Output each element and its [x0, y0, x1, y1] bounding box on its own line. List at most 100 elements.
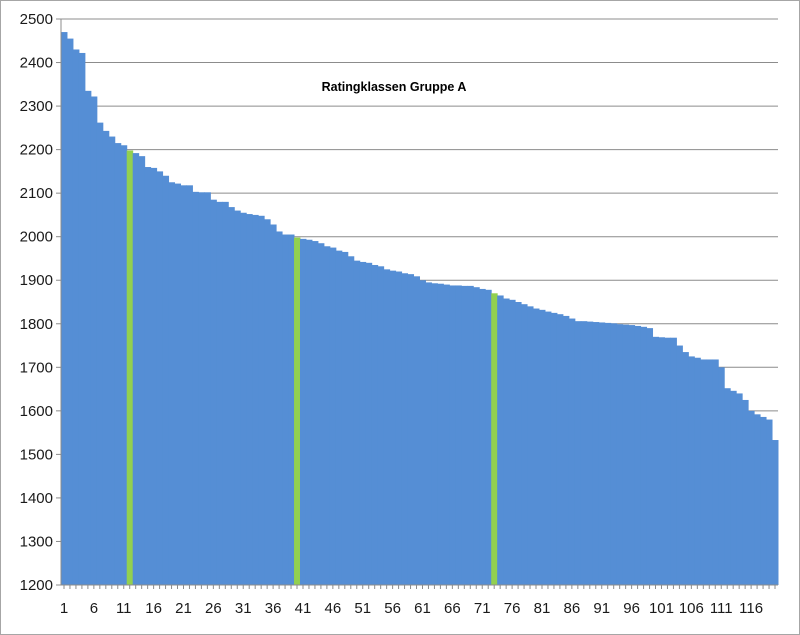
bar [78, 52, 86, 585]
x-tick-label: 71 [474, 600, 491, 617]
x-tick-label: 6 [90, 600, 98, 617]
bar [353, 260, 361, 585]
y-tick-label: 1800 [20, 316, 53, 333]
bar [395, 271, 403, 585]
bar [622, 324, 630, 585]
bar [724, 388, 731, 585]
bar [377, 266, 385, 585]
highlight-bar [491, 293, 498, 585]
x-tick-label: 86 [564, 600, 581, 617]
bar [407, 274, 415, 585]
bar [347, 256, 355, 585]
bar [449, 285, 456, 585]
y-tick-label: 1500 [20, 446, 53, 463]
bar [682, 352, 689, 585]
bar [562, 315, 570, 585]
bar [610, 323, 618, 585]
bar [383, 269, 391, 585]
y-tick-label: 1900 [20, 272, 53, 289]
bar [150, 167, 158, 585]
bar [586, 321, 594, 585]
bar [246, 214, 253, 586]
x-tick-label: 1 [60, 600, 68, 617]
y-axis: 1200 1300 1400 1500 1600 1700 1800 1900 2000 2100… [20, 11, 62, 594]
x-axis: 1 6 11 16 21 26 31 36 41 46 51 56 61 66 71 76 81 86 91 96 10… [60, 584, 778, 617]
bar [144, 167, 152, 585]
x-tick-label: 111 [710, 600, 733, 617]
bar [276, 231, 283, 585]
y-tick-label: 1300 [20, 533, 53, 550]
bar [282, 234, 289, 585]
x-tick-label: 16 [145, 600, 162, 617]
bar [61, 32, 68, 586]
x-tick-label: 11 [116, 600, 132, 617]
x-tick-label: 96 [623, 600, 640, 617]
bar [264, 219, 271, 585]
bar [305, 239, 313, 586]
y-tick-label: 2400 [20, 55, 53, 72]
bar [754, 414, 761, 585]
bar [676, 345, 683, 585]
y-tick-label: 1200 [20, 577, 53, 594]
bar [365, 262, 373, 585]
x-tick-label: 41 [295, 600, 312, 617]
bar [455, 285, 462, 585]
bar [431, 283, 438, 585]
bar [90, 96, 98, 585]
bar [288, 234, 295, 585]
bar [706, 359, 713, 585]
bar [670, 337, 677, 585]
bar [730, 390, 737, 585]
bar [527, 306, 534, 585]
bar [568, 318, 576, 585]
bar [664, 337, 671, 585]
bar [544, 311, 552, 585]
bar [616, 324, 624, 585]
bar [437, 283, 444, 585]
x-tick-label: 56 [384, 600, 401, 617]
x-tick-label: 61 [414, 600, 431, 617]
bar [467, 285, 474, 585]
bar [742, 399, 749, 585]
x-tick-label: 101 [649, 600, 674, 617]
bar [216, 201, 223, 586]
bar [168, 182, 176, 585]
bar [359, 261, 367, 585]
bar [485, 289, 492, 585]
bar [574, 321, 582, 585]
y-tick-label: 1400 [20, 490, 53, 507]
bar [503, 298, 510, 585]
bar [694, 357, 701, 585]
bar [748, 410, 755, 585]
y-tick-label: 1700 [20, 359, 53, 376]
bar [652, 336, 659, 585]
bar [425, 282, 432, 585]
bar [186, 185, 193, 585]
bar [539, 309, 546, 585]
bar [66, 38, 74, 585]
bar [736, 393, 743, 585]
highlight-bar [126, 150, 134, 586]
x-tick-label: 116 [739, 600, 763, 617]
bar [646, 328, 654, 585]
bar [341, 251, 349, 585]
bar [138, 156, 146, 585]
x-tick-label: 76 [504, 600, 521, 617]
bar [252, 214, 259, 586]
y-tick-label: 1600 [20, 403, 53, 420]
bar [688, 356, 695, 585]
bar [323, 246, 331, 585]
bar [628, 325, 636, 585]
bar [108, 136, 116, 586]
y-tick-label: 2300 [20, 98, 53, 115]
bar [521, 304, 528, 585]
bar [658, 337, 665, 585]
bar [580, 321, 588, 585]
bar [443, 284, 450, 585]
bar [371, 264, 379, 585]
bar [132, 153, 140, 585]
bar [712, 359, 719, 585]
x-tick-label: 36 [265, 600, 282, 617]
bar [389, 270, 397, 585]
bar [461, 285, 468, 585]
